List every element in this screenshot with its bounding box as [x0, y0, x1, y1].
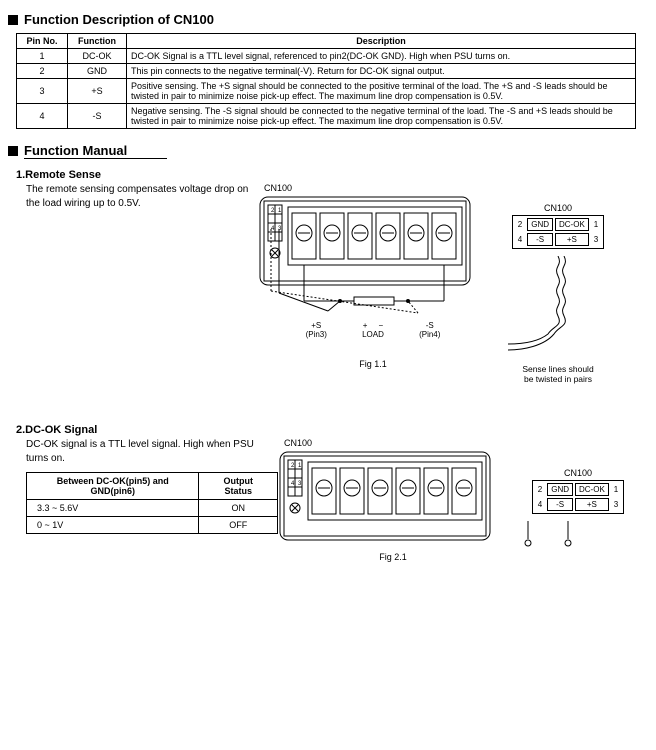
svg-text:2: 2	[271, 208, 275, 214]
svg-text:3: 3	[298, 481, 302, 487]
svg-text:1: 1	[278, 208, 282, 214]
pin-table: Pin No. Function Description 1 DC-OK DC-…	[16, 33, 636, 129]
dcok-table: Between DC-OK(pin5) and GND(pin6) Output…	[26, 472, 278, 534]
cn100-label-r2: CN100	[508, 468, 648, 478]
twist-note: Sense lines should	[488, 364, 628, 374]
cn100-label-r: CN100	[488, 203, 628, 213]
cn100-label2: CN100	[284, 438, 508, 448]
table-row: 2 GND This pin connects to the negative …	[17, 64, 636, 79]
table-row: 4 -S Negative sensing. The -S signal sho…	[17, 104, 636, 129]
remote-sense-text2: the load wiring up to 0.5V.	[26, 197, 258, 211]
svg-text:4: 4	[271, 226, 275, 232]
svg-text:4: 4	[291, 481, 295, 487]
device-diagram-2: 21 43	[278, 448, 498, 548]
table-row: 3 +S Positive sensing. The +S signal sho…	[17, 79, 636, 104]
fig1-label: Fig 1.1	[258, 359, 488, 369]
svg-text:2: 2	[291, 463, 295, 469]
fig2-label: Fig 2.1	[278, 552, 508, 562]
remote-sense-text: The remote sensing compensates voltage d…	[26, 183, 258, 197]
table-row: 3.3 ~ 5.6V ON	[27, 500, 278, 517]
remote-sense-heading: 1.Remote Sense	[16, 169, 648, 181]
cn100-label: CN100	[264, 183, 488, 193]
dcok-heading: 2.DC-OK Signal	[16, 424, 648, 436]
cn100-pinout: 2 GND DC-OK 1 4 -S +S 3	[512, 215, 604, 249]
twisted-pair-icon	[488, 256, 618, 376]
section2-header: Function Manual	[8, 143, 648, 159]
section1-header: Function Description of CN100	[8, 12, 648, 27]
pin-th-func: Function	[68, 34, 127, 49]
section2-title: Function Manual	[24, 143, 167, 159]
square-icon	[8, 15, 18, 25]
cn100-pinout-2: 2 GND DC-OK 1 4 -S +S 3	[532, 480, 624, 514]
pin-th-desc: Description	[127, 34, 636, 49]
svg-text:1: 1	[298, 463, 302, 469]
pin-th-no: Pin No.	[17, 34, 68, 49]
dcok-out-icon	[508, 521, 588, 551]
section1-title: Function Description of CN100	[24, 12, 214, 27]
dcok-text: DC-OK signal is a TTL level signal. High…	[26, 438, 278, 466]
table-row: 0 ~ 1V OFF	[27, 517, 278, 534]
table-row: 1 DC-OK DC-OK Signal is a TTL level sign…	[17, 49, 636, 64]
square-icon	[8, 146, 18, 156]
twist-note2: be twisted in pairs	[488, 374, 628, 384]
